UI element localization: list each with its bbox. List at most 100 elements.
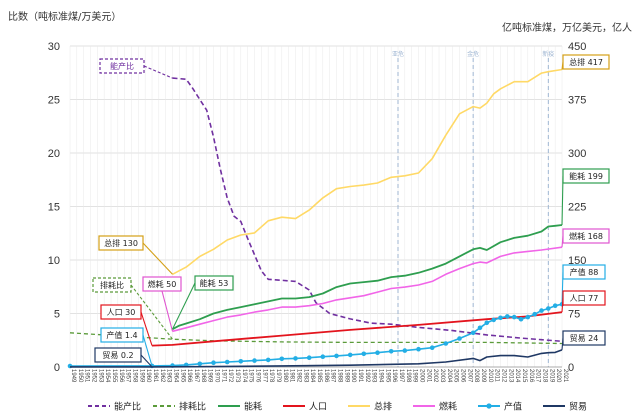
y-left-title: 比数（吨标准煤/万美元） xyxy=(8,10,121,23)
callout-leader xyxy=(561,175,564,226)
callout-label: 产值 88 xyxy=(570,267,599,277)
callout-box xyxy=(562,228,610,244)
callout-label: 贸易 24 xyxy=(570,333,599,343)
callout-box xyxy=(94,347,142,363)
data-point xyxy=(539,308,544,313)
callout-label: 人口 30 xyxy=(107,308,136,317)
y-right-tick: 225 xyxy=(568,202,586,214)
event-label: 金危 xyxy=(467,50,479,58)
callout-label: 人口 77 xyxy=(570,294,599,303)
x-tick-label: 1955 xyxy=(111,369,117,383)
callout-box xyxy=(562,264,606,280)
legend-label: 能耗 xyxy=(244,401,262,413)
data-point xyxy=(361,351,367,357)
x-tick-label: 1979 xyxy=(275,369,281,383)
data-point xyxy=(416,346,421,352)
series-line-6 xyxy=(172,246,563,333)
data-point xyxy=(429,345,435,351)
callout-label: 燃耗 50 xyxy=(148,279,177,289)
x-tick-label: 1974 xyxy=(241,369,247,383)
data-point xyxy=(375,350,380,356)
callout-leader xyxy=(130,284,173,340)
data-point xyxy=(505,314,510,319)
x-tick-label: 1977 xyxy=(261,369,267,383)
legend-label: 产值 xyxy=(504,401,522,413)
y-left-tick: 15 xyxy=(48,202,60,214)
x-tick-label: 2016 xyxy=(528,369,534,383)
y-right-tick: 450 xyxy=(568,41,586,53)
event-label: 亚危 xyxy=(392,50,404,58)
x-tick-label: 1952 xyxy=(91,369,97,383)
x-tick-label: 1996 xyxy=(391,369,397,383)
data-point xyxy=(457,336,462,341)
x-tick-label: 1967 xyxy=(193,369,199,383)
data-point xyxy=(525,314,531,320)
x-tick-label: 2014 xyxy=(514,369,520,383)
x-tick-label: 1986 xyxy=(323,369,329,383)
legend-label: 燃耗 xyxy=(439,401,457,413)
x-tick-label: 2010 xyxy=(487,369,493,383)
data-point xyxy=(293,356,298,361)
x-tick-label: 1980 xyxy=(282,369,288,383)
callout-leader xyxy=(161,290,174,332)
x-tick-label: 1984 xyxy=(309,369,315,383)
x-tick-label: 2017 xyxy=(535,369,541,383)
x-tick-label: 2021 xyxy=(562,369,568,383)
x-tick-label: 2020 xyxy=(555,369,561,383)
legend-label: 人口 xyxy=(309,402,327,413)
x-tick-label: 1971 xyxy=(220,369,226,383)
data-point xyxy=(470,330,476,336)
y-right-title: 亿吨标准煤，万亿美元，亿人 xyxy=(502,21,632,34)
y-left-tick: 0 xyxy=(54,362,60,374)
callout-box xyxy=(562,168,610,184)
callout-box xyxy=(98,235,144,251)
x-tick-label: 1975 xyxy=(248,369,254,383)
series-lines xyxy=(67,68,565,369)
x-tick-label: 1976 xyxy=(255,369,261,383)
x-tick-label: 2002 xyxy=(432,369,438,383)
callout-label: 能产比 xyxy=(110,61,134,71)
callout-leader xyxy=(142,334,153,367)
x-tick-label: 1966 xyxy=(186,369,192,383)
x-tick-label: 1958 xyxy=(132,369,138,383)
x-tick-label: 1987 xyxy=(330,369,336,383)
x-tick-label: 1972 xyxy=(227,369,233,383)
x-tick-label: 2012 xyxy=(501,369,507,383)
data-point xyxy=(238,359,244,364)
x-tick-label: 2007 xyxy=(466,369,472,383)
x-tick-label: 1951 xyxy=(84,369,90,383)
data-point xyxy=(197,361,203,367)
series-line-8 xyxy=(70,349,563,368)
x-tick-label: 1981 xyxy=(289,369,295,383)
data-point xyxy=(532,311,537,317)
data-point xyxy=(552,303,558,309)
x-tick-label: 2006 xyxy=(460,369,466,383)
callout-box xyxy=(100,304,142,320)
legend-marker xyxy=(486,403,492,409)
x-tick-label: 1959 xyxy=(138,369,144,383)
data-point xyxy=(498,315,503,321)
callout-label: 燃耗 168 xyxy=(569,231,603,241)
x-tick-label: 1960 xyxy=(145,369,151,383)
callout-label: 能耗 199 xyxy=(569,171,603,181)
callout-leader xyxy=(142,242,173,275)
data-point xyxy=(546,306,551,311)
x-tick-label: 2003 xyxy=(439,369,445,383)
callout-label: 排耗比 xyxy=(100,280,124,290)
callout-box xyxy=(194,275,234,291)
x-tick-label: 2019 xyxy=(548,369,554,383)
callout-leader xyxy=(143,65,173,79)
data-point xyxy=(518,316,524,322)
x-tick-label: 1953 xyxy=(97,369,103,383)
x-tick-label: 2005 xyxy=(453,369,459,383)
callout-box xyxy=(142,276,182,292)
legend-label: 能产比 xyxy=(114,401,141,413)
x-tick-label: 1956 xyxy=(118,369,124,383)
legend-label: 贸易 xyxy=(569,401,587,413)
y-right-tick: 150 xyxy=(568,255,586,267)
data-point xyxy=(279,356,285,362)
x-tick-label: 1997 xyxy=(398,369,404,383)
x-tick-label: 1961 xyxy=(152,369,158,383)
callout-box xyxy=(92,277,132,293)
x-tick-label: 2001 xyxy=(425,369,431,383)
